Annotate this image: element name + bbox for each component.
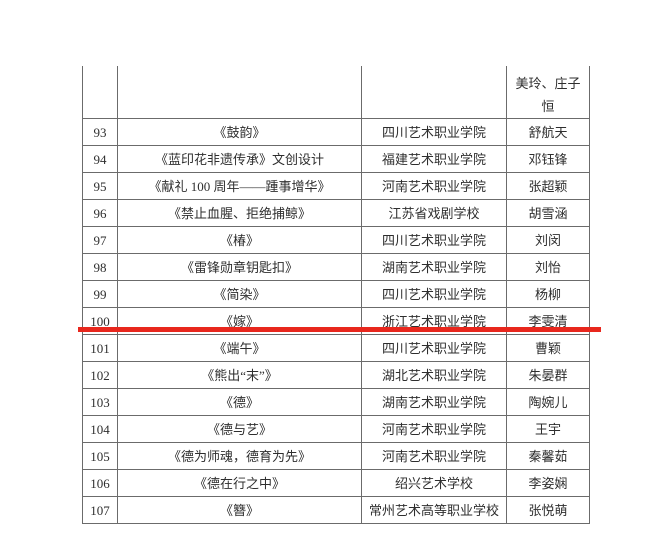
table-row-carryover: 美玲、庄子恒 — [82, 66, 590, 119]
cell-number: 98 — [82, 253, 118, 281]
cell-school: 河南艺术职业学院 — [361, 415, 507, 443]
cell-author: 邓钰锋 — [506, 145, 590, 173]
cell-author: 杨柳 — [506, 280, 590, 308]
cell-number: 97 — [82, 226, 118, 254]
cell-number: 101 — [82, 334, 118, 362]
cell-title: 《蓝印花非遗传承》文创设计 — [117, 145, 362, 173]
table-row: 105 《德为师魂，德育为先》 河南艺术职业学院 秦馨茹 — [82, 442, 590, 470]
cell-title: 《鼓韵》 — [117, 118, 362, 146]
cell-title: 《德》 — [117, 388, 362, 416]
cell-author: 刘怡 — [506, 253, 590, 281]
cell-author: 王宇 — [506, 415, 590, 443]
table-row: 97 《椿》 四川艺术职业学院 刘闵 — [82, 226, 590, 254]
cell-school: 河南艺术职业学院 — [361, 442, 507, 470]
table-row: 98 《雷锋勋章钥匙扣》 湖南艺术职业学院 刘怡 — [82, 253, 590, 281]
cell-school: 四川艺术职业学院 — [361, 334, 507, 362]
table-row: 102 《熊出“末”》 湖北艺术职业学院 朱晏群 — [82, 361, 590, 389]
cell-author: 朱晏群 — [506, 361, 590, 389]
table-row: 103 《德》 湖南艺术职业学院 陶婉儿 — [82, 388, 590, 416]
table-row: 104 《德与艺》 河南艺术职业学院 王宇 — [82, 415, 590, 443]
red-underline-annotation — [78, 327, 601, 332]
cell-author: 美玲、庄子恒 — [506, 66, 590, 119]
cell-title: 《德为师魂，德育为先》 — [117, 442, 362, 470]
cell-number: 94 — [82, 145, 118, 173]
cell-number: 96 — [82, 199, 118, 227]
table-row: 93 《鼓韵》 四川艺术职业学院 舒航天 — [82, 118, 590, 146]
cell-number: 105 — [82, 442, 118, 470]
cell-school: 湖南艺术职业学院 — [361, 388, 507, 416]
cell-school: 湖北艺术职业学院 — [361, 361, 507, 389]
cell-author: 张超颖 — [506, 172, 590, 200]
awards-table: 美玲、庄子恒 93 《鼓韵》 四川艺术职业学院 舒航天 94 《蓝印花非遗传承》… — [82, 66, 590, 524]
cell-title: 《雷锋勋章钥匙扣》 — [117, 253, 362, 281]
cell-title: 《端午》 — [117, 334, 362, 362]
cell-number: 102 — [82, 361, 118, 389]
cell-title: 《椿》 — [117, 226, 362, 254]
cell-author: 胡雪涵 — [506, 199, 590, 227]
cell-school: 四川艺术职业学院 — [361, 226, 507, 254]
cell-title — [117, 66, 362, 119]
table-row: 101 《端午》 四川艺术职业学院 曹颖 — [82, 334, 590, 362]
cell-author: 曹颖 — [506, 334, 590, 362]
cell-title: 《简染》 — [117, 280, 362, 308]
cell-number: 104 — [82, 415, 118, 443]
cell-school: 绍兴艺术学校 — [361, 469, 507, 497]
cell-number: 95 — [82, 172, 118, 200]
cell-title: 《德与艺》 — [117, 415, 362, 443]
cell-number — [82, 66, 118, 119]
table-row: 107 《簪》 常州艺术高等职业学校 张悦萌 — [82, 496, 590, 524]
table-row: 95 《献礼 100 周年——踵事增华》 河南艺术职业学院 张超颖 — [82, 172, 590, 200]
cell-author: 舒航天 — [506, 118, 590, 146]
cell-number: 103 — [82, 388, 118, 416]
cell-title: 《禁止血腥、拒绝捕鲸》 — [117, 199, 362, 227]
cell-title: 《德在行之中》 — [117, 469, 362, 497]
cell-school: 常州艺术高等职业学校 — [361, 496, 507, 524]
cell-school: 江苏省戏剧学校 — [361, 199, 507, 227]
table-row: 94 《蓝印花非遗传承》文创设计 福建艺术职业学院 邓钰锋 — [82, 145, 590, 173]
cell-author: 刘闵 — [506, 226, 590, 254]
cell-author: 李姿娴 — [506, 469, 590, 497]
cell-author: 陶婉儿 — [506, 388, 590, 416]
cell-number: 99 — [82, 280, 118, 308]
cell-title: 《熊出“末”》 — [117, 361, 362, 389]
cell-title: 《献礼 100 周年——踵事增华》 — [117, 172, 362, 200]
cell-number: 107 — [82, 496, 118, 524]
table-row: 96 《禁止血腥、拒绝捕鲸》 江苏省戏剧学校 胡雪涵 — [82, 199, 590, 227]
cell-number: 93 — [82, 118, 118, 146]
cell-author: 张悦萌 — [506, 496, 590, 524]
cell-author: 秦馨茹 — [506, 442, 590, 470]
cell-school: 四川艺术职业学院 — [361, 280, 507, 308]
cell-school — [361, 66, 507, 119]
table-row: 106 《德在行之中》 绍兴艺术学校 李姿娴 — [82, 469, 590, 497]
cell-school: 河南艺术职业学院 — [361, 172, 507, 200]
cell-school: 四川艺术职业学院 — [361, 118, 507, 146]
cell-school: 湖南艺术职业学院 — [361, 253, 507, 281]
table-row: 99 《简染》 四川艺术职业学院 杨柳 — [82, 280, 590, 308]
cell-title: 《簪》 — [117, 496, 362, 524]
cell-number: 106 — [82, 469, 118, 497]
cell-school: 福建艺术职业学院 — [361, 145, 507, 173]
